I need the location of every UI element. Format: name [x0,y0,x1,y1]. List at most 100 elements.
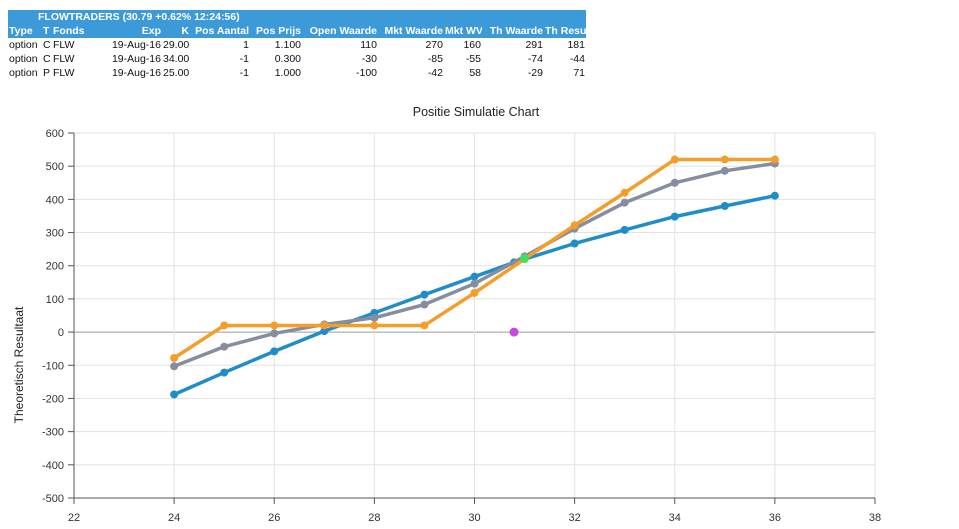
series-1-point [470,272,479,281]
series-1-point [170,390,179,399]
positie-simulatie-chart: Positie Simulatie Chart -500 -400 -300 -200… [12,105,881,524]
table-cell: 34.00 [163,53,190,65]
x-tick-label: 30 [468,512,480,524]
chart-series [170,155,779,399]
series-1-point [570,239,579,248]
series-3-point [470,288,479,297]
table-cell: 29.00 [163,39,190,51]
series-3-point [370,321,379,330]
table-cell: -85 [427,53,443,65]
table-row: option C FLW 19-Aug-16 29.00 1 1.100 110 270 160 2… [8,38,586,52]
table-cell: option [9,53,38,65]
table-cell: 110 [360,39,377,51]
series-1-point [420,290,429,299]
y-tick-label: 200 [46,261,64,273]
table-row: option C FLW 19-Aug-16 34.00 -1 0.300 -30 -85 -55… [8,52,586,66]
col-header-k: K [162,25,190,38]
table-cell: -1 [239,67,249,79]
series-3-point [420,321,429,330]
col-header-pos-aantal: Pos Aantal [190,25,250,38]
col-header-open-waarde: Open Waarde [302,25,378,38]
col-header-th-result: Th Result [544,25,586,38]
table-cell: -55 [465,53,481,65]
x-tick-label: 32 [569,512,581,524]
table-cell: -1 [239,53,249,65]
y-axis-title: Theoretisch Resultaat [12,306,26,423]
table-cell: FLW [53,53,75,65]
table-cell: 291 [525,39,543,51]
x-tick-label: 22 [68,512,80,524]
series-3-point [770,155,779,164]
series-3-point [620,188,629,197]
table-cell: option [9,67,38,79]
y-tick-label: 500 [46,161,64,173]
y-tick-label: -400 [42,460,64,472]
series-3-point [720,155,729,164]
y-tick-label: -100 [42,360,64,372]
table-caption: FLOWTRADERS (30.79 +0.62% 12:24:56) [8,10,586,25]
y-tick-label: 100 [46,294,64,306]
y-tick-label: 0 [58,327,64,339]
y-tick-label: -500 [42,493,64,505]
col-header-pos-prijs: Pos Prijs [250,25,302,38]
col-header-type: Type [8,25,42,38]
table-header-row: Type T Fonds Exp K Pos Aantal Pos Prijs … [8,25,586,38]
table-cell: -44 [569,53,585,65]
table-cell: 181 [567,39,585,51]
table-cell: 160 [463,39,481,51]
col-header-th-waarde: Th Waarde [482,25,544,38]
series-3-point [670,155,679,164]
series-1-point [270,347,279,356]
x-tick-label: 24 [168,512,180,524]
series-2-point [270,329,279,338]
table-cell: 19-Aug-16 [111,67,161,79]
col-header-exp: Exp [94,25,162,38]
series-2-point [170,362,179,371]
y-tick-label: -200 [42,393,64,405]
x-tick-label: 38 [869,512,881,524]
table-cell: 19-Aug-16 [111,39,161,51]
table-cell: 270 [425,39,443,51]
series-3-point [220,321,229,330]
position-table: FLOWTRADERS (30.79 +0.62% 12:24:56) Type… [8,10,586,80]
chart-axes: -500 -400 -300 -200 -100 0 100 200 300 400 500 600 2… [42,128,881,524]
x-tick-label: 26 [268,512,280,524]
series-2-point [420,300,429,309]
table-cell: -100 [355,67,377,79]
series-1-point [620,225,629,234]
marker-point [520,253,530,263]
x-tick-label: 28 [368,512,380,524]
series-1-point [720,202,729,210]
series-1-point [670,212,679,221]
series-1-point [220,368,229,377]
chart-grid [73,132,876,499]
series-2-point [220,342,229,351]
marker-point [509,327,519,337]
table-cell: C [43,53,51,65]
table-cell: 1 [243,39,249,51]
series-3-point [320,321,329,330]
col-header-mkt-wv: Mkt WV [444,25,482,38]
series-2-point [470,279,479,288]
series-3-point [270,321,279,330]
table-cell: -74 [527,53,543,65]
series-2-point [670,178,679,187]
chart-markers [509,253,530,337]
table-row: option P FLW 19-Aug-16 25.00 -1 1.000 -100 -42 58… [8,66,586,80]
table-cell: 0.300 [274,53,301,65]
table-cell: option [9,39,38,51]
series-2-point [620,198,629,207]
x-tick-label: 34 [669,512,681,524]
y-tick-label: 300 [46,228,64,240]
table-cell: 1.100 [274,39,301,51]
y-tick-label: -300 [42,427,64,439]
table-cell: P [43,67,51,79]
col-header-fonds: Fonds [52,25,94,38]
series-1-point [770,191,779,200]
table-cell: -42 [427,67,443,79]
col-header-mkt-waarde: Mkt Waarde [378,25,444,38]
y-tick-label: 400 [46,194,64,206]
x-tick-label: 36 [769,512,781,524]
series-2-point [720,166,729,175]
table-cell: 71 [573,67,585,79]
